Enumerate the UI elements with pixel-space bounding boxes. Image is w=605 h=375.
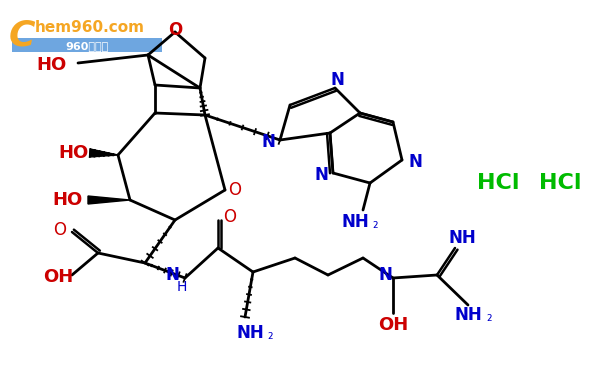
Text: NH: NH [454,306,482,324]
Text: hem960.com: hem960.com [35,21,145,36]
Text: HO: HO [37,56,67,74]
Text: C: C [8,18,35,52]
FancyBboxPatch shape [12,38,162,52]
Polygon shape [88,196,130,204]
Text: O: O [229,181,241,199]
Text: O: O [53,221,67,239]
Text: OH: OH [43,268,73,286]
Text: O: O [223,208,237,226]
Text: ₂: ₂ [486,310,492,324]
Text: N: N [165,266,179,284]
Text: NH: NH [236,324,264,342]
Text: OH: OH [378,316,408,334]
Text: HO: HO [53,191,83,209]
Text: O: O [168,21,182,39]
Text: N: N [408,153,422,171]
Text: ₂: ₂ [372,217,378,231]
Polygon shape [90,149,118,157]
Text: HO: HO [58,144,88,162]
Text: H: H [177,280,187,294]
Text: N: N [330,71,344,89]
Text: N: N [261,133,275,151]
Text: N: N [314,166,328,184]
Text: HCl: HCl [477,173,519,193]
Text: NH: NH [341,213,369,231]
Text: N: N [378,266,392,284]
Text: HCl: HCl [538,173,581,193]
Text: NH: NH [448,229,476,247]
Text: ₂: ₂ [267,328,273,342]
Text: 960化工网: 960化工网 [65,41,109,51]
